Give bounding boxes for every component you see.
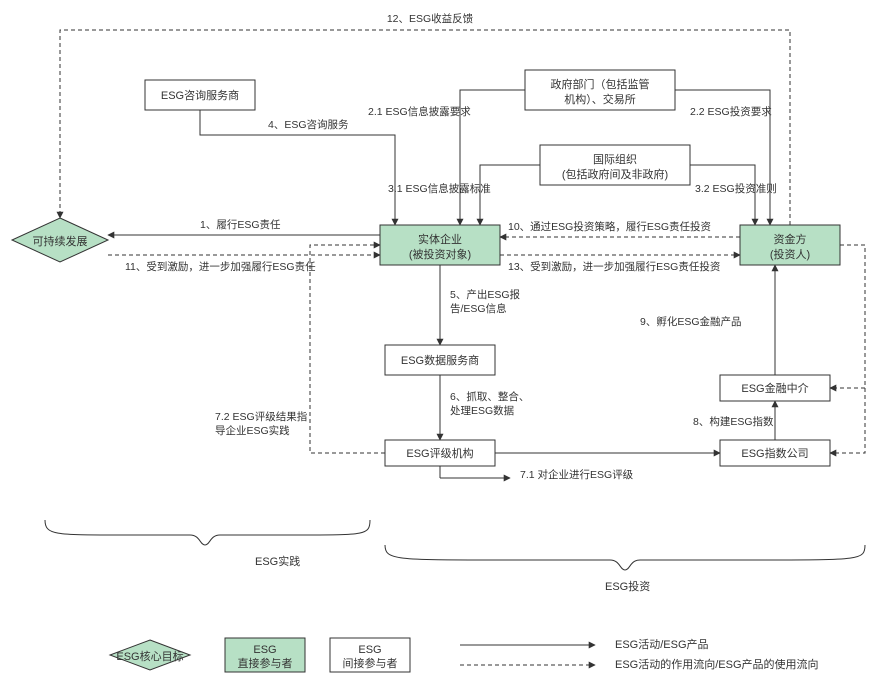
- edge-10-label: 10、通过ESG投资策略，履行ESG责任投资: [508, 220, 711, 233]
- edge-11-label: 11、受到激励，进一步加强履行ESG责任: [125, 260, 316, 273]
- brace-practice-label: ESG实践: [255, 554, 300, 568]
- node-fin-inter-label: ESG金融中介: [741, 381, 808, 395]
- edge-31-label: 3.1 ESG信息披露标准: [388, 182, 491, 195]
- legend-direct-l2: 直接参与者: [238, 656, 293, 670]
- edge-12-label: 12、ESG收益反馈: [387, 12, 474, 25]
- edge-6-label-2: 处理ESG数据: [450, 404, 515, 417]
- edge-1-label: 1、履行ESG责任: [200, 218, 281, 231]
- edge-13-label: 13、受到激励，进一步加强履行ESG责任投资: [508, 260, 720, 273]
- edge-8-label: 8、构建ESG指数: [693, 415, 774, 428]
- node-gov-label-2: 机构）、交易所: [564, 92, 636, 106]
- edge-72-label-1: 7.2 ESG评级结果指: [215, 410, 308, 423]
- edge-32-label: 3.2 ESG投资准则: [695, 182, 777, 195]
- edge-5-label-2: 告/ESG信息: [450, 302, 507, 315]
- edge-71-label: 7.1 对企业进行ESG评级: [520, 468, 634, 481]
- legend-flow-label: ESG活动的作用流向/ESG产品的使用流向: [615, 657, 819, 671]
- edge-4-label: 4、ESG咨询服务: [268, 118, 349, 131]
- node-sustain-label: 可持续发展: [33, 234, 88, 248]
- legend-core-label: ESG核心目标: [116, 649, 183, 663]
- edge-72-label-2: 导企业ESG实践: [215, 424, 290, 437]
- edge-5-label-1: 5、产出ESG报: [450, 288, 521, 301]
- legend-direct-l1: ESG: [253, 644, 276, 656]
- legend-activity-label: ESG活动/ESG产品: [615, 637, 709, 651]
- node-rating-label: ESG评级机构: [406, 446, 473, 460]
- brace-invest-label: ESG投资: [605, 579, 650, 593]
- brace-invest: [385, 545, 865, 570]
- legend-indirect-l1: ESG: [358, 644, 381, 656]
- edge-21-label: 2.1 ESG信息披露要求: [368, 105, 471, 118]
- node-gov-label-1: 政府部门（包括监管: [551, 77, 650, 91]
- edge-6-label-1: 6、抓取、整合、: [450, 390, 529, 403]
- node-capital-label-2: (投资人): [770, 247, 810, 261]
- node-entity-label-2: (被投资对象): [409, 247, 471, 261]
- brace-practice: [45, 520, 370, 545]
- node-data-vendor-label: ESG数据服务商: [401, 353, 479, 367]
- edge-9-label: 9、孵化ESG金融产品: [640, 315, 742, 328]
- node-capital-label-1: 资金方: [774, 232, 807, 246]
- node-intl-label-2: (包括政府间及非政府): [562, 167, 668, 181]
- legend: ESG核心目标 ESG 直接参与者 ESG 间接参与者 ESG活动/ESG产品 …: [110, 637, 819, 672]
- legend-indirect-l2: 间接参与者: [343, 656, 398, 670]
- node-intl-label-1: 国际组织: [593, 152, 637, 166]
- edge-22-label: 2.2 ESG投资要求: [690, 105, 772, 118]
- node-esg-consult-label: ESG咨询服务商: [161, 88, 239, 102]
- node-index-co-label: ESG指数公司: [741, 446, 808, 460]
- node-entity-label-1: 实体企业: [418, 232, 462, 246]
